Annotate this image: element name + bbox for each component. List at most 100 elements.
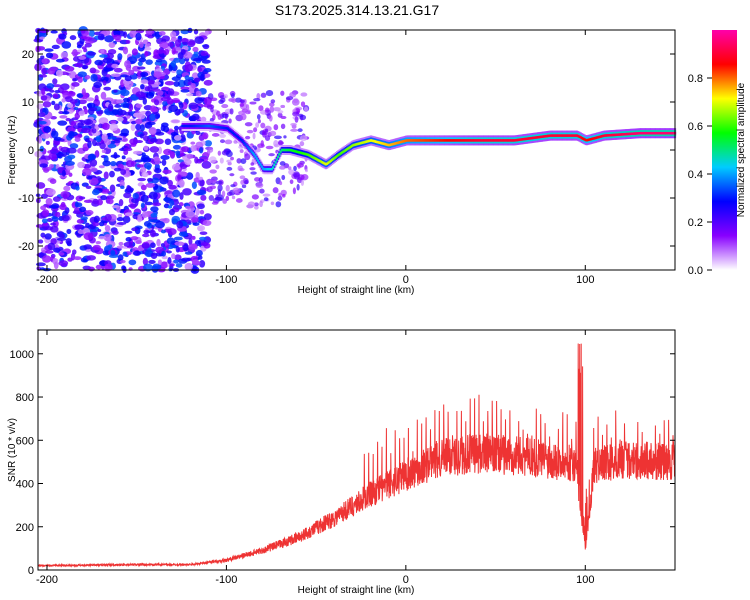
spectrogram-noise-blob: [66, 228, 72, 235]
spectrogram-ridge-cell: [273, 163, 276, 167]
spectrogram-ridge-cell: [602, 134, 605, 138]
spectrogram-noise-blob: [182, 41, 188, 46]
spectrogram-ridge-cell: [447, 139, 451, 142]
spectrogram-noise-blob: [140, 184, 147, 191]
spectrogram-ridge-cell: [567, 134, 570, 137]
spectrogram-noise-blob: [169, 263, 175, 267]
spectrogram-noise-blob: [179, 192, 184, 200]
x-tick-label: 100: [576, 274, 594, 286]
spectrogram-noise-blob: [270, 99, 276, 104]
spectrogram-ridge-cell: [222, 126, 226, 130]
spectrogram-noise-blob: [255, 122, 260, 128]
spectrogram-noise-blob: [45, 52, 54, 59]
spectrogram-ridge-cell: [216, 125, 219, 129]
spectrogram-noise-blob: [113, 151, 118, 159]
x-tick-label: -200: [36, 574, 58, 586]
spectrogram-ridge-cell: [457, 139, 461, 142]
spectrogram-noise-blob: [192, 46, 199, 53]
snr-x-axis-label: Height of straight line (km): [298, 585, 415, 596]
spectrogram-noise-blob: [49, 163, 54, 169]
spectrogram-noise-blob: [199, 231, 208, 235]
colorbar-tick-label: 0.8: [688, 73, 703, 85]
colorbar-tick-label: 0.0: [688, 265, 703, 277]
spectrogram-noise-blob: [123, 241, 133, 248]
spectrogram-noise-blob: [244, 110, 251, 115]
spectrogram-ridge-cell: [594, 136, 597, 140]
spectrogram-noise-blob: [61, 215, 70, 222]
spectrogram-ridge-cell: [304, 152, 307, 156]
spectrogram-noise-blob: [100, 76, 109, 83]
spectrogram-noise-blob: [170, 31, 177, 39]
spectrogram-ridge-cell: [230, 130, 233, 134]
y-tick-label: 10: [22, 97, 34, 109]
spectrogram-noise-blob: [46, 218, 53, 223]
spectrogram-ridge-cell: [515, 138, 518, 142]
spectrogram-noise-blob: [154, 157, 161, 165]
spectrogram-noise-blob: [195, 249, 203, 257]
spectrogram-noise-blob: [229, 173, 235, 177]
spectrogram-ridge-cell: [655, 131, 658, 135]
spectrogram-noise-blob: [94, 59, 103, 66]
spectrogram-noise-blob: [58, 252, 65, 256]
spectrogram-noise-blob: [180, 86, 190, 91]
spectrogram-ridge-cell: [661, 131, 664, 135]
spectrogram-noise-blob: [195, 90, 202, 97]
spectrogram-ridge-cell: [634, 132, 638, 135]
spectrogram-noise-blob: [175, 246, 180, 253]
spectrogram-ridge-cell: [417, 139, 420, 142]
spectrogram-noise-blob: [156, 49, 165, 54]
spectrogram-ridge-cell: [332, 157, 335, 161]
spectrogram-ridge-cell: [253, 153, 256, 156]
spectrogram-noise-blob: [70, 120, 76, 127]
spectrogram-noise-blob: [184, 64, 194, 72]
spectrogram-noise-blob: [140, 157, 149, 162]
spectrogram-noise-blob: [221, 104, 229, 109]
spectrogram-ridge-cell: [322, 161, 325, 165]
spectrogram-noise-blob: [177, 174, 182, 181]
spectrogram-noise-blob: [252, 132, 256, 140]
spectrogram-noise-blob: [180, 134, 186, 142]
spectrogram-ridge-cell: [449, 139, 452, 142]
spectrogram-noise-blob: [249, 167, 256, 171]
spectrogram-ridge-cell: [378, 141, 381, 145]
spectrogram-noise-blob: [109, 170, 115, 178]
spectrogram-noise-blob: [117, 213, 123, 218]
spectrogram-noise-blob: [185, 210, 195, 218]
spectrogram-ridge-cell: [392, 142, 395, 146]
spectrogram-noise-blob: [119, 259, 126, 264]
spectrogram-ridge-cell: [405, 139, 408, 142]
spectrogram-noise-blob: [107, 103, 114, 112]
spectrogram-noise-blob: [263, 197, 269, 202]
spectrogram-noise-blob: [180, 257, 191, 262]
spectrogram-ridge-cell: [624, 132, 628, 136]
spectrogram-noise-blob: [188, 237, 193, 246]
spectrogram-ridge-cell: [238, 136, 241, 140]
spectrogram-ridge-cell: [531, 136, 535, 140]
spectrogram-noise-blob: [296, 183, 300, 191]
spectrogram-noise-blob: [87, 175, 93, 180]
spectrogram-noise-blob: [168, 208, 175, 216]
spectrogram-noise-blob: [254, 202, 259, 207]
spectrogram-ridge-cell: [420, 139, 423, 142]
spectrogram-noise-blob: [226, 159, 232, 163]
spectrogram-noise-blob: [68, 172, 73, 177]
spectrogram-ridge-cell: [261, 167, 265, 170]
spectrogram-ridge-cell: [667, 131, 670, 135]
spectrogram-noise-blob: [170, 60, 177, 67]
spectrogram-ridge-cell: [363, 140, 366, 144]
spectrogram-ridge-cell: [302, 152, 305, 155]
spectrogram-noise-blob: [113, 67, 123, 73]
spectrogram-noise-blob: [160, 243, 165, 248]
spectrogram-noise-blob: [101, 133, 108, 141]
spectrogram-noise-blob: [63, 185, 71, 192]
spectrogram-ridge-cell: [319, 160, 322, 163]
spectrogram-noise-blob: [116, 216, 124, 222]
spectrogram-noise-blob: [178, 36, 183, 40]
spectrogram-ridge-cell: [592, 137, 595, 140]
spectrogram-noise-blob: [198, 147, 204, 154]
spectrogram-noise-blob: [143, 220, 152, 227]
spectrogram-ridge-cell: [194, 124, 197, 128]
spectrogram-ridge-cell: [469, 139, 472, 142]
